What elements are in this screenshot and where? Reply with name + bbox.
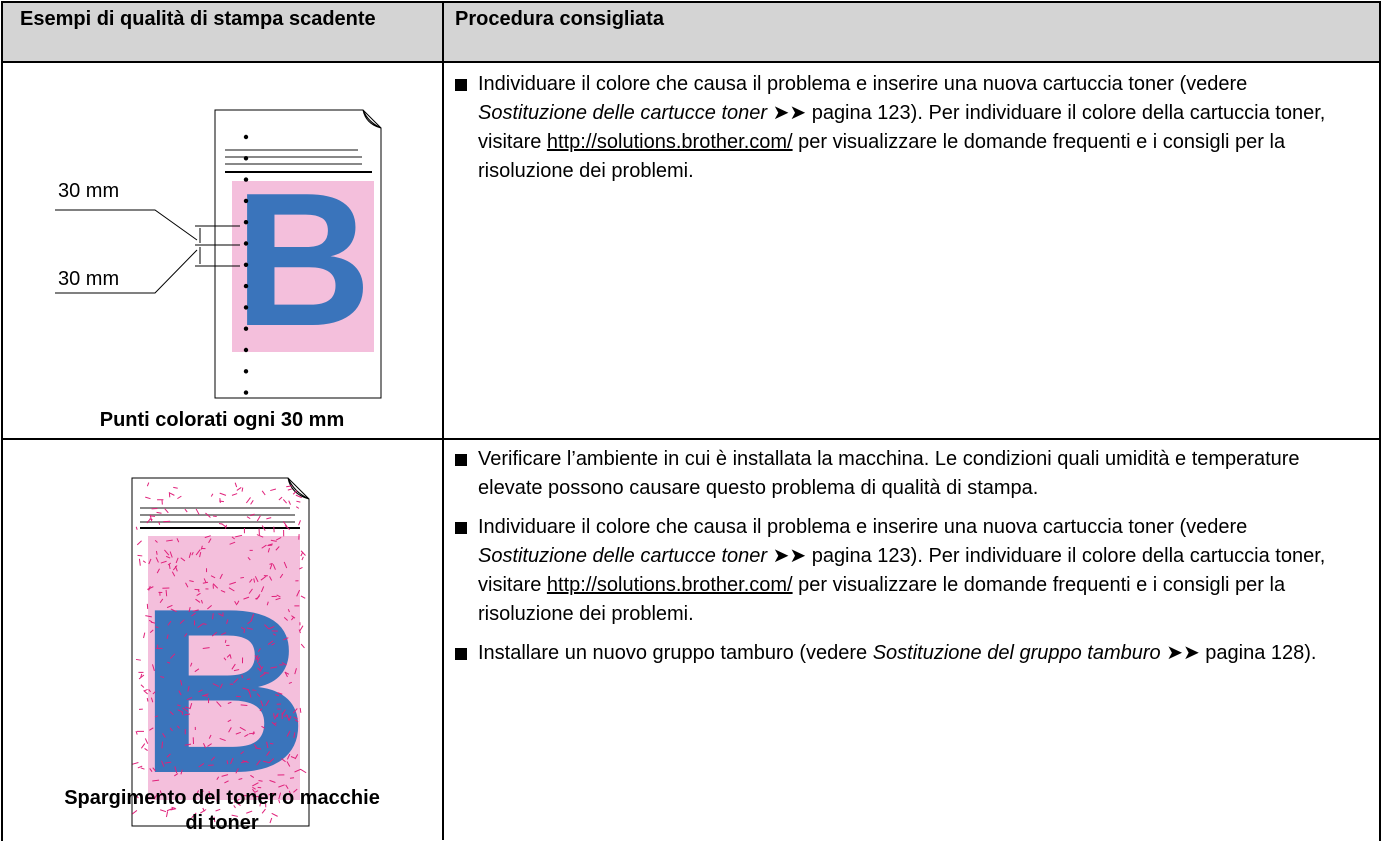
procedure-item: Individuare il colore che causa il probl… bbox=[455, 513, 1355, 629]
dot bbox=[244, 369, 248, 373]
caption: Punti colorati ogni 30 mm bbox=[10, 408, 434, 433]
reference: Sostituzione delle cartucce toner bbox=[478, 545, 767, 567]
toner-speck bbox=[138, 555, 143, 556]
bullet bbox=[455, 522, 467, 534]
text: Verificare l’ambiente in cui è installat… bbox=[478, 448, 1300, 499]
toner-speck bbox=[147, 698, 148, 701]
toner-speck bbox=[166, 590, 167, 596]
procedure-list: Verificare l’ambiente in cui è installat… bbox=[455, 445, 1355, 678]
reference: Sostituzione delle cartucce toner bbox=[478, 102, 767, 124]
toner-speck bbox=[163, 521, 170, 522]
toner-speck bbox=[155, 627, 158, 628]
toner-speck bbox=[300, 708, 301, 713]
measure-label: 30 mm bbox=[58, 180, 119, 202]
dot bbox=[244, 241, 248, 245]
link: http://solutions.brother.com/ bbox=[547, 574, 793, 596]
bullet bbox=[455, 454, 467, 466]
illustration-dots: B 30 mm 30 mm bbox=[55, 110, 381, 398]
illustration-letter: B bbox=[234, 154, 371, 366]
dot bbox=[244, 156, 248, 160]
reference: Sostituzione del gruppo tamburo bbox=[873, 642, 1161, 664]
toner-speck bbox=[244, 629, 245, 634]
toner-speck bbox=[225, 640, 226, 643]
caption: Spargimento del toner o macchie di toner bbox=[60, 786, 384, 836]
text: Individuare il colore che causa il probl… bbox=[478, 73, 1247, 95]
toner-speck bbox=[274, 713, 275, 717]
toner-speck bbox=[219, 523, 222, 524]
column-divider bbox=[442, 1, 444, 840]
text: ➤➤ pagina 128). bbox=[1161, 642, 1317, 664]
bullet bbox=[455, 648, 467, 660]
toner-speck bbox=[264, 673, 269, 674]
toner-speck bbox=[240, 577, 244, 578]
measure-label: 30 mm bbox=[58, 268, 119, 290]
dot bbox=[244, 305, 248, 309]
toner-speck bbox=[242, 488, 243, 492]
toner-speck bbox=[213, 613, 214, 619]
dot bbox=[244, 199, 248, 203]
toner-speck bbox=[247, 679, 250, 680]
dot bbox=[244, 135, 248, 139]
toner-speck bbox=[204, 696, 208, 697]
dot bbox=[244, 177, 248, 181]
header-cell: Procedura consigliata bbox=[455, 7, 1355, 32]
bullet bbox=[455, 79, 467, 91]
toner-speck bbox=[290, 778, 294, 779]
procedure-item: Installare un nuovo gruppo tamburo (vede… bbox=[455, 639, 1355, 668]
dot bbox=[244, 348, 248, 352]
dot bbox=[244, 263, 248, 267]
illustration-letter: B bbox=[139, 559, 309, 822]
toner-speck bbox=[162, 742, 163, 749]
dot bbox=[244, 327, 248, 331]
illustration-toner: B bbox=[132, 478, 309, 826]
dot bbox=[244, 220, 248, 224]
link: http://solutions.brother.com/ bbox=[547, 131, 793, 153]
toner-speck bbox=[213, 516, 217, 517]
dot bbox=[244, 390, 248, 394]
text: Individuare il colore che causa il probl… bbox=[478, 516, 1247, 538]
procedure-item: Individuare il colore che causa il probl… bbox=[455, 70, 1355, 186]
toner-speck bbox=[219, 501, 224, 502]
toner-speck bbox=[220, 498, 221, 503]
text: Installare un nuovo gruppo tamburo (vede… bbox=[478, 642, 873, 664]
toner-speck bbox=[241, 705, 248, 706]
procedure-list: Individuare il colore che causa il probl… bbox=[455, 70, 1355, 196]
dot bbox=[244, 284, 248, 288]
toner-speck bbox=[236, 696, 241, 697]
procedure-item: Verificare l’ambiente in cui è installat… bbox=[455, 445, 1355, 503]
toner-speck bbox=[267, 545, 272, 546]
toner-speck bbox=[242, 675, 243, 678]
